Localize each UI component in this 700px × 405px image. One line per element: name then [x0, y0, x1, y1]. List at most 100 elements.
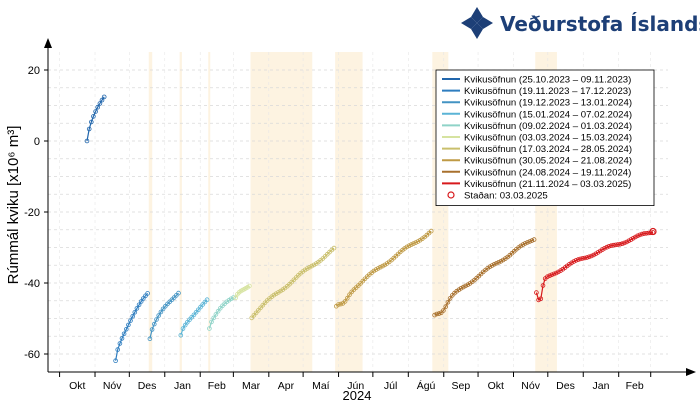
series-3 — [147, 290, 181, 342]
x-tick-label: Feb — [626, 380, 644, 392]
data-point — [575, 257, 581, 262]
data-point — [121, 331, 127, 337]
data-point — [95, 104, 100, 110]
legend-entry: Kvikusöfnun (03.03.2024 – 15.03.2024) — [464, 133, 632, 144]
data-point — [639, 231, 645, 237]
y-axis-arrow — [44, 38, 52, 48]
series-1 — [84, 94, 107, 144]
data-point — [249, 315, 255, 321]
data-point — [145, 291, 150, 296]
y-axis-label: Rúmmál kviku [x10⁶ m³] — [5, 126, 22, 285]
x-axis-arrow — [686, 368, 696, 376]
series-8 — [333, 228, 434, 309]
data-point — [534, 290, 539, 295]
series-2 — [113, 291, 150, 364]
data-point — [617, 241, 623, 247]
data-point — [411, 241, 416, 246]
data-point — [406, 243, 412, 249]
y-tick-label: 20 — [28, 65, 40, 77]
data-point — [344, 295, 350, 301]
series-4 — [178, 297, 210, 338]
data-point — [342, 299, 348, 304]
series-5 — [207, 295, 236, 331]
data-point — [304, 266, 310, 271]
y-tick-label: 0 — [34, 136, 40, 148]
data-point — [413, 240, 419, 245]
data-point — [160, 306, 166, 312]
data-point — [434, 311, 440, 317]
data-point — [213, 312, 219, 317]
data-point — [608, 243, 614, 249]
data-point — [496, 259, 502, 265]
brand-name: Veðurstofa Íslands — [500, 12, 700, 36]
data-point — [619, 241, 625, 247]
data-point — [527, 239, 532, 244]
data-point — [99, 97, 105, 103]
data-point — [441, 308, 446, 313]
data-point — [158, 309, 164, 315]
data-point — [626, 238, 632, 244]
data-point — [522, 241, 528, 246]
y-tick-label: -60 — [24, 349, 40, 361]
data-point — [549, 272, 555, 278]
data-point — [204, 297, 210, 303]
data-point — [373, 267, 379, 272]
data-point — [86, 126, 92, 132]
data-point — [489, 263, 495, 268]
data-point — [309, 263, 315, 269]
data-point — [545, 274, 550, 280]
x-tick-label: Maí — [312, 380, 330, 392]
data-point — [156, 313, 162, 318]
data-point — [573, 258, 579, 263]
brand-logo: Veðurstofa Íslands — [458, 4, 700, 44]
data-point — [644, 231, 649, 236]
x-tick-label: Jan — [593, 380, 610, 392]
data-point — [97, 101, 103, 106]
data-point — [525, 240, 530, 245]
data-point — [615, 242, 621, 247]
data-point — [113, 358, 118, 364]
data-point — [531, 237, 537, 242]
data-point — [307, 264, 312, 270]
legend-box — [435, 69, 655, 207]
x-tick-label: Nóv — [521, 380, 540, 392]
data-point — [138, 299, 144, 304]
data-point — [255, 308, 261, 313]
data-point — [536, 297, 541, 303]
data-point — [180, 326, 186, 331]
data-point — [494, 260, 499, 266]
data-point — [215, 308, 221, 314]
current-marker — [649, 227, 657, 236]
data-point — [547, 273, 552, 279]
data-point — [591, 252, 596, 258]
data-point — [191, 312, 197, 318]
x-tick-label: Júl — [384, 380, 397, 392]
data-point — [231, 295, 236, 300]
data-point — [132, 309, 138, 315]
data-point — [635, 233, 640, 239]
data-point — [115, 347, 120, 352]
data-point — [529, 238, 535, 243]
data-point — [347, 292, 352, 298]
data-point — [247, 283, 252, 289]
legend-entry: Kvikusöfnun (17.03.2024 – 28.05.2024) — [464, 144, 632, 155]
data-point — [130, 313, 136, 319]
eruption-band — [208, 52, 211, 372]
data-point — [428, 228, 434, 234]
data-point — [520, 242, 526, 247]
x-tick-label: Okt — [69, 380, 85, 392]
x-tick-label: Ágú — [417, 379, 436, 392]
data-point — [84, 138, 90, 144]
x-tick-label: Jan — [174, 380, 191, 392]
data-point — [273, 291, 279, 297]
data-point — [463, 283, 468, 289]
series-6 — [233, 283, 252, 301]
data-point — [584, 255, 590, 260]
data-point — [178, 332, 184, 338]
series-7 — [249, 245, 337, 321]
data-point — [648, 230, 654, 236]
data-point — [196, 307, 201, 313]
data-point — [134, 306, 140, 311]
series-line — [149, 292, 179, 339]
